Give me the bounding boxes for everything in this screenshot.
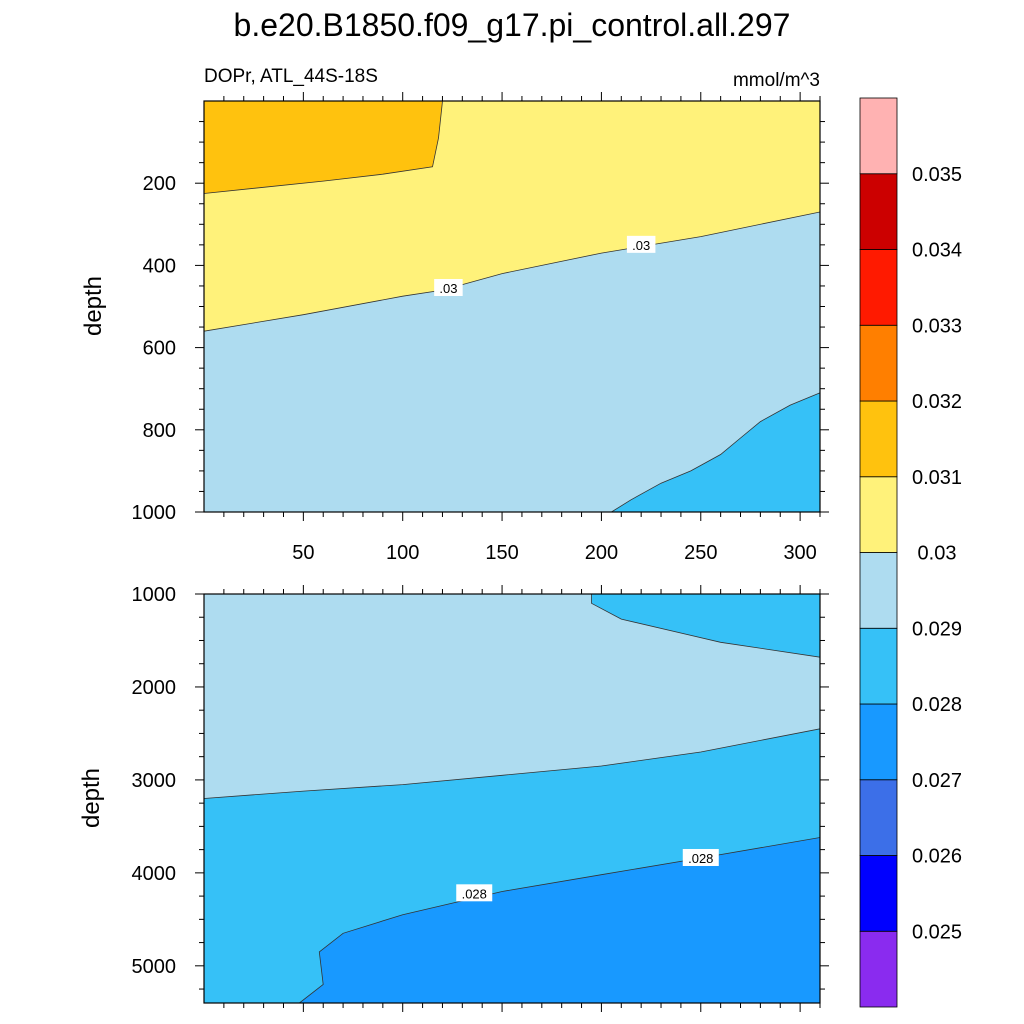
upper-region-0.031-0.032 xyxy=(204,101,443,194)
colorbar-label-2: 0.027 xyxy=(912,770,962,792)
colorbar-label-8: 0.033 xyxy=(912,315,962,337)
colorbar-label-1: 0.026 xyxy=(912,846,962,868)
colorbar-swatch-7 xyxy=(859,400,898,478)
colorbar-swatch-0 xyxy=(859,930,898,1008)
lower-frame xyxy=(203,593,821,1004)
upper-ylabel: depth xyxy=(80,276,107,336)
upper-xtick-label-250: 250 xyxy=(684,542,717,564)
colorbar-swatch-2 xyxy=(859,779,898,856)
colorbar-swatch-11 xyxy=(859,97,898,175)
lower-ytick-label-4000: 4000 xyxy=(132,863,177,885)
lower-contour-label-0: .028 xyxy=(456,884,493,902)
panel-upper: .03 .03 50 100 150 200 250 300 200 400 600 800 1000 xyxy=(132,92,829,564)
lower-ylabel: depth xyxy=(78,768,105,828)
upper-ytick-label-1000: 1000 xyxy=(132,502,177,524)
lower-contour-label-bg-0 xyxy=(456,884,493,902)
colorbar-label-10: 0.035 xyxy=(912,164,962,186)
colorbar-swatch-8 xyxy=(859,324,898,402)
colorbar-swatch-3 xyxy=(859,703,898,781)
upper-contour-label-text-0: .03 xyxy=(439,281,457,296)
colorbar-label-5: 0.03 xyxy=(918,543,957,565)
upper-ytick-label-800: 800 xyxy=(143,420,176,442)
units-label: mmol/m^3 xyxy=(733,70,820,91)
upper-ytick-label-600: 600 xyxy=(143,338,176,360)
lower-ytick-label-5000: 5000 xyxy=(132,956,177,978)
upper-xtick-label-200: 200 xyxy=(585,542,618,564)
upper-contour-label-1: .03 xyxy=(626,235,656,253)
lower-region-0.027-0.028 xyxy=(298,837,820,1003)
lower-regions xyxy=(204,594,820,1003)
upper-contour-label-text-1: .03 xyxy=(632,238,650,253)
colorbar-swatch-1 xyxy=(859,855,898,932)
upper-region-0.028-0.029 xyxy=(610,392,820,512)
lower-contour-label-text-1: .028 xyxy=(688,851,713,866)
lower-ytick-label-3000: 3000 xyxy=(132,770,177,792)
lower-ytick-label-2000: 2000 xyxy=(132,677,177,699)
lower-contour-label-text-0: .028 xyxy=(462,886,487,901)
chart-title: b.e20.B1850.f09_g17.pi_control.all.297 xyxy=(234,7,791,43)
lower-ytick-label-1000: 1000 xyxy=(132,584,177,606)
colorbar-label-3: 0.028 xyxy=(912,694,962,716)
lower-contour-label-bg-1 xyxy=(682,848,719,866)
panel-lower: .028 .028 1000 2000 3000 4000 5000 xyxy=(132,584,829,1012)
colorbar-swatch-6 xyxy=(859,476,898,553)
upper-xtick-label-300: 300 xyxy=(783,542,816,564)
upper-xtick-label-50: 50 xyxy=(292,542,314,564)
colorbar-swatch-9 xyxy=(859,249,898,326)
upper-contour-label-0: .03 xyxy=(434,279,463,297)
colorbar-label-6: 0.031 xyxy=(912,467,962,489)
left-subtitle: DOPr, ATL_44S-18S xyxy=(204,66,378,87)
colorbar-swatch-10 xyxy=(859,173,898,250)
upper-contour-label-bg-0 xyxy=(434,279,463,297)
upper-ytick-label-400: 400 xyxy=(143,255,176,277)
colorbar-label-4: 0.029 xyxy=(912,618,962,640)
colorbar-label-0: 0.025 xyxy=(912,921,962,943)
upper-xtick-label-100: 100 xyxy=(386,542,419,564)
lower-region-0.028-0.029 xyxy=(591,594,820,658)
upper-xtick-label-150: 150 xyxy=(485,542,518,564)
upper-contour-label-bg-1 xyxy=(626,235,656,253)
colorbar-swatch-5 xyxy=(859,552,898,629)
colorbar-label-9: 0.034 xyxy=(912,240,962,262)
colorbar-swatch-4 xyxy=(859,627,898,705)
upper-ytick-label-200: 200 xyxy=(143,173,176,195)
lower-contour-label-1: .028 xyxy=(682,848,719,866)
upper-regions xyxy=(204,101,820,512)
colorbar-label-7: 0.032 xyxy=(912,391,962,413)
